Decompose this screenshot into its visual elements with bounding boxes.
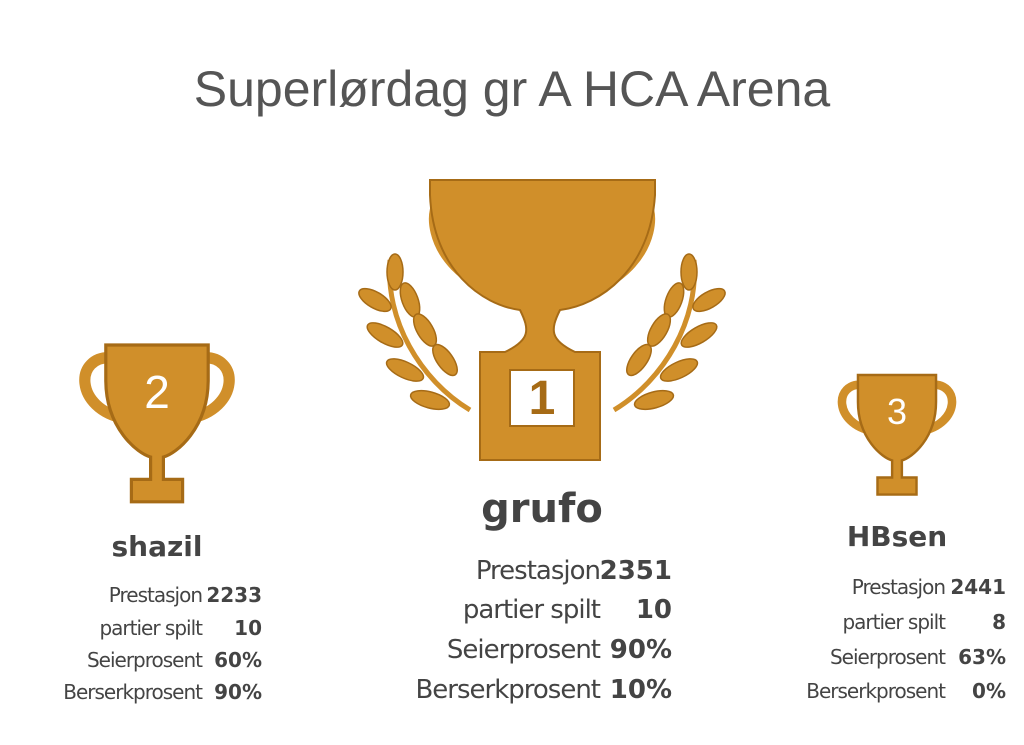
stat-label: Berserkprosent — [806, 679, 946, 703]
place-number: 3 — [887, 391, 907, 432]
stat-value: 2441 — [950, 575, 1006, 599]
stat-label: Prestasjon — [476, 556, 600, 586]
stat-label: Seierprosent — [830, 645, 946, 669]
stat-label: Berserkprosent — [415, 675, 600, 705]
stat-label: partier spilt — [99, 616, 203, 640]
stat-label: Prestasjon — [109, 583, 202, 607]
stat-label: Seierprosent — [87, 648, 203, 672]
player-name: grufo — [481, 486, 603, 532]
trophy-third — [837, 373, 957, 496]
stat-value: 60% — [214, 648, 262, 672]
stat-label: Prestasjon — [852, 575, 945, 599]
player-name: shazil — [112, 530, 203, 563]
stat-value: 2233 — [206, 583, 262, 607]
stat-label: partier spilt — [842, 610, 946, 634]
page-title: Superlørdag gr A HCA Arena — [194, 61, 831, 117]
trophy-second — [79, 343, 235, 504]
stat-label: Seierprosent — [447, 635, 601, 665]
stat-value: 0% — [972, 679, 1006, 703]
place-number: 1 — [529, 372, 556, 425]
trophy-first — [358, 179, 726, 461]
stat-value: 2351 — [600, 556, 672, 586]
stat-label: Berserkprosent — [63, 680, 203, 704]
place-number: 2 — [144, 366, 170, 418]
stat-value: 90% — [214, 680, 262, 704]
stat-value: 10 — [234, 616, 262, 640]
stat-value: 10% — [610, 675, 672, 705]
stat-label: partier spilt — [463, 595, 601, 625]
stat-value: 90% — [610, 635, 672, 665]
stat-value: 8 — [992, 610, 1006, 634]
player-name: HBsen — [847, 520, 947, 553]
stat-value: 63% — [958, 645, 1006, 669]
stat-value: 10 — [636, 595, 672, 625]
